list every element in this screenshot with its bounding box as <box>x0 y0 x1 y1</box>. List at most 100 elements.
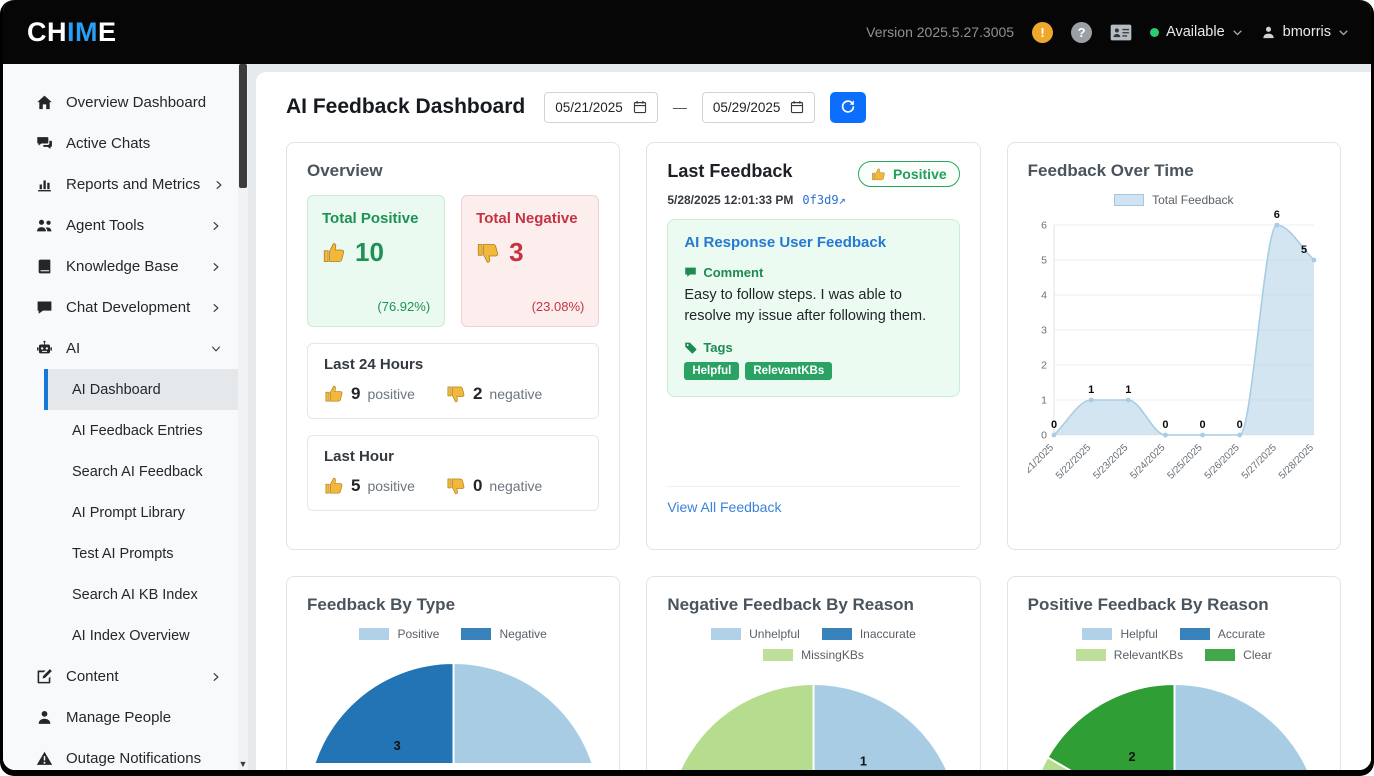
sidebar-item-content[interactable]: Content <box>3 656 238 697</box>
sidebar-scrollbar[interactable]: ▼ <box>238 64 248 770</box>
svg-text:0: 0 <box>1041 430 1047 442</box>
last-hour-negative-label: negative <box>489 478 543 494</box>
legend-item-missingkbs[interactable]: MissingKBs <box>763 648 864 662</box>
chevron-right-icon <box>213 221 219 230</box>
date-range-separator: — <box>672 99 687 115</box>
feedback-by-type-legend: Positive Negative <box>307 627 599 641</box>
external-link-icon: ↗ <box>838 193 846 207</box>
legend-item-relevantkbs[interactable]: RelevantKBs <box>1075 648 1183 662</box>
sidebar-item-chat-development[interactable]: Chat Development <box>3 287 238 328</box>
date-from-value: 05/21/2025 <box>555 99 623 115</box>
sidebar-item-label: Outage Notifications <box>66 750 202 767</box>
legend-swatch <box>359 628 390 640</box>
help-icon[interactable]: ? <box>1071 21 1093 43</box>
last-feedback-title: Last Feedback <box>667 161 793 181</box>
legend-item-helpful[interactable]: Helpful <box>1082 627 1158 641</box>
sidebar-item-overview-dashboard[interactable]: Overview Dashboard <box>3 82 238 123</box>
chevron-right-icon <box>213 303 219 312</box>
legend-swatch <box>1082 628 1113 640</box>
scroll-down-arrow-icon[interactable]: ▼ <box>238 759 248 769</box>
chats-icon <box>36 135 53 152</box>
contact-card-icon[interactable] <box>1110 24 1132 41</box>
date-to-value: 05/29/2025 <box>712 99 781 115</box>
logo-part: E <box>98 16 117 47</box>
thumbs-up-icon <box>324 384 344 404</box>
last-hour-box: Last Hour 5 positive 0 negative <box>307 435 600 511</box>
legend-swatch <box>711 628 742 640</box>
svg-text:5/21/2025: 5/21/2025 <box>1028 442 1056 482</box>
svg-text:5: 5 <box>1301 244 1307 256</box>
sidebar-item-ai[interactable]: AI <box>3 328 238 369</box>
date-to-input[interactable]: 05/29/2025 <box>701 91 816 123</box>
feedback-tag: RelevantKBs <box>745 362 833 381</box>
legend-item-accurate[interactable]: Accurate <box>1179 627 1265 641</box>
availability-dropdown[interactable]: Available <box>1150 24 1243 40</box>
feedback-tag: Helpful <box>684 362 740 381</box>
svg-text:4: 4 <box>1041 290 1047 302</box>
total-negative-stat: Total Negative 3 (23.08%) <box>461 195 600 327</box>
thumbs-up-icon <box>324 476 344 496</box>
svg-text:1: 1 <box>1125 384 1131 396</box>
last-hour-negative-value: 0 <box>472 476 483 495</box>
sidebar-item-outage-notifications[interactable]: Outage Notifications <box>3 738 238 770</box>
sidebar-item-knowledge-base[interactable]: Knowledge Base <box>3 246 238 287</box>
sidebar-item-active-chats[interactable]: Active Chats <box>3 123 238 164</box>
legend-item-positive[interactable]: Positive <box>359 627 439 641</box>
positive-feedback-by-reason-legend: Helpful Accurate RelevantKBs Clear <box>1028 627 1320 662</box>
total-positive-label: Total Positive <box>322 210 419 227</box>
legend-item-unhelpful[interactable]: Unhelpful <box>711 627 800 641</box>
legend-swatch <box>1114 194 1145 206</box>
feedback-over-time-chart: 01234565/21/20255/22/20255/23/20255/24/2… <box>1028 209 1316 482</box>
legend-swatch <box>1075 649 1106 661</box>
refresh-icon <box>840 99 856 115</box>
sidebar-subitem-ai-prompt-library[interactable]: AI Prompt Library <box>72 504 185 521</box>
sidebar-item-reports-and-metrics[interactable]: Reports and Metrics <box>3 164 238 205</box>
feedback-title-link[interactable]: AI Response User Feedback <box>684 234 887 251</box>
total-negative-percent: (23.08%) <box>531 299 585 314</box>
sidebar-subitem-ai-index-overview[interactable]: AI Index Overview <box>72 627 190 644</box>
feedback-by-type-title: Feedback By Type <box>307 595 456 614</box>
total-positive-value: 10 <box>355 237 384 267</box>
home-icon <box>36 94 53 111</box>
legend-item-inaccurate[interactable]: Inaccurate <box>821 627 916 641</box>
refresh-button[interactable] <box>830 91 867 123</box>
positive-feedback-by-reason-card: Positive Feedback By Reason Helpful Accur… <box>1006 576 1341 770</box>
tag-icon <box>684 341 697 354</box>
alert-icon[interactable]: ! <box>1032 21 1054 43</box>
user-icon <box>1261 25 1276 40</box>
sidebar-item-manage-people[interactable]: Manage People <box>3 697 238 738</box>
sidebar-item-agent-tools[interactable]: Agent Tools <box>3 205 238 246</box>
total-negative-value: 3 <box>509 237 524 267</box>
sidebar-subitem-test-ai-prompts[interactable]: Test AI Prompts <box>72 545 174 562</box>
feedback-timestamp: 5/28/2025 12:01:33 PM <box>667 193 794 207</box>
svg-text:0: 0 <box>1051 419 1057 431</box>
logo-part: CH <box>27 16 67 47</box>
feedback-ref-link[interactable]: 0f3d9↗ <box>802 193 846 207</box>
main-content: AI Feedback Dashboard 05/21/2025 — 05/29… <box>256 72 1371 770</box>
sidebar-subitem-ai-feedback-entries[interactable]: AI Feedback Entries <box>72 422 203 439</box>
last-hour-positive-value: 5 <box>351 476 361 495</box>
thumbs-up-icon <box>322 241 346 265</box>
sidebar-item-label: Reports and Metrics <box>66 176 201 193</box>
svg-text:5/27/2025: 5/27/2025 <box>1239 442 1279 482</box>
app-logo[interactable]: CHIME <box>27 17 117 48</box>
sidebar-subitem-search-ai-kb-index[interactable]: Search AI KB Index <box>72 586 198 603</box>
positive-badge-label: Positive <box>892 166 947 182</box>
date-from-input[interactable]: 05/21/2025 <box>544 91 658 123</box>
legend-item-total-feedback[interactable]: Total Feedback <box>1114 193 1234 207</box>
svg-text:0: 0 <box>1199 419 1205 431</box>
sidebar-subitem-ai-dashboard[interactable]: AI Dashboard <box>44 369 238 410</box>
user-menu[interactable]: bmorris <box>1261 24 1349 40</box>
svg-text:1: 1 <box>860 755 867 769</box>
metrics-icon <box>36 176 53 193</box>
view-all-feedback-link[interactable]: View All Feedback <box>667 499 782 515</box>
scrollbar-thumb[interactable] <box>239 64 247 188</box>
sidebar-subitem-search-ai-feedback[interactable]: Search AI Feedback <box>72 463 203 480</box>
feedback-by-type-card: Feedback By Type Positive Negative 103 <box>286 576 621 770</box>
last-hour-title: Last Hour <box>324 448 395 465</box>
legend-swatch <box>1179 628 1210 640</box>
legend-item-negative[interactable]: Negative <box>461 627 547 641</box>
positive-feedback-by-reason-chart: 7122 <box>1039 683 1309 770</box>
legend-item-clear[interactable]: Clear <box>1205 648 1272 662</box>
robot-icon <box>36 340 53 357</box>
